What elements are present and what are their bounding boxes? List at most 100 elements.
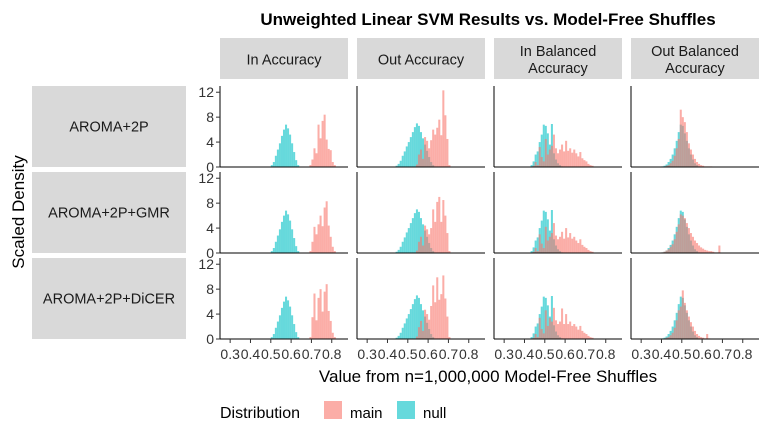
histogram-bar-main <box>430 140 433 167</box>
column-strip-label: In Accuracy <box>247 53 323 69</box>
histogram-bar-main <box>554 320 557 339</box>
histogram-bar-main <box>428 148 431 167</box>
histogram-bar-null <box>291 229 294 253</box>
histogram-bar-main <box>565 314 568 339</box>
histogram-bar-null <box>409 309 412 339</box>
histogram-bar-null <box>407 228 410 253</box>
histogram-bar-main <box>327 225 330 253</box>
histogram-bar-main <box>587 249 590 253</box>
histogram-bar-main <box>663 251 666 253</box>
histogram-bar-main <box>317 297 320 339</box>
histogram-bar-null <box>276 321 279 339</box>
histogram-bar-main <box>563 324 566 339</box>
histogram-bar-main <box>677 224 680 253</box>
histogram-bar-main <box>440 221 443 253</box>
histogram-bar-null <box>293 324 296 339</box>
histogram-bar-main <box>544 310 547 339</box>
histogram-bar-null <box>417 211 420 253</box>
histogram-bar-null <box>285 210 288 253</box>
histogram-bar-null <box>293 238 296 253</box>
histogram-bar-main <box>698 245 701 253</box>
legend-label-null: null <box>423 405 446 422</box>
histogram-bar-main <box>561 231 564 253</box>
histogram-bar-main <box>315 153 318 167</box>
histogram-bar-main <box>693 330 697 339</box>
histogram-bar-null <box>297 165 300 167</box>
histogram-bar-main <box>319 289 322 339</box>
histogram-bar-main <box>567 324 570 339</box>
histogram-bar-null <box>407 142 410 167</box>
histogram-bar-main <box>315 320 318 339</box>
histogram-bar-main <box>446 316 449 339</box>
histogram-bar-main <box>687 228 690 253</box>
histogram-bar-main <box>544 138 547 167</box>
histogram-bar-main <box>430 305 433 339</box>
histogram-bar-main <box>677 138 680 167</box>
histogram-bar-null <box>289 306 292 339</box>
chart-title: Unweighted Linear SVM Results vs. Model-… <box>260 10 715 29</box>
histogram-bar-main <box>438 119 441 167</box>
histogram-bar-main <box>438 196 441 253</box>
histogram-bar-null <box>401 241 404 253</box>
histogram-bar-main <box>552 134 555 167</box>
histogram-bar-main <box>424 309 427 339</box>
column-strip-1: Out Accuracy <box>357 38 485 79</box>
histogram-bar-main <box>419 149 423 167</box>
histogram-bar-main <box>444 115 447 167</box>
histogram-bar-null <box>285 296 288 339</box>
y-tick-label: 0 <box>206 331 214 347</box>
histogram-bar-main <box>571 238 574 253</box>
histogram-bar-null <box>270 251 273 253</box>
histogram-bar-null <box>397 163 400 167</box>
histogram-bar-null <box>415 295 418 339</box>
histogram-bar-main <box>331 332 334 339</box>
histogram-bar-null <box>274 241 277 253</box>
x-tick-label: 0.4 <box>241 346 261 362</box>
histogram-bar-main <box>581 244 584 253</box>
histogram-bar-main <box>685 310 688 339</box>
histogram-bar-main <box>442 90 445 167</box>
row-strip-0: AROMA+2P <box>32 86 186 167</box>
histogram-bar-main <box>702 165 705 167</box>
legend-key-null <box>397 401 415 419</box>
histogram-bar-main <box>309 251 312 253</box>
histogram-bar-main <box>546 154 549 167</box>
histogram-bar-null <box>278 315 281 339</box>
histogram-bar-null <box>532 247 535 253</box>
histogram-bar-null <box>419 218 423 253</box>
histogram-bar-null <box>413 213 416 253</box>
panel-r2-c1 <box>356 258 485 340</box>
histogram-bar-main <box>538 317 541 339</box>
histogram-bar-null <box>422 224 425 253</box>
histogram-bar-main <box>426 140 429 167</box>
panel-r1-c1 <box>356 172 485 254</box>
histogram-bar-null <box>295 332 298 339</box>
y-tick-label: 4 <box>206 220 214 236</box>
histogram-bar-main <box>581 158 584 167</box>
histogram-bar-main <box>693 158 697 167</box>
histogram-bar-main <box>681 290 684 339</box>
histogram-bar-main <box>702 248 705 253</box>
histogram-bar-main <box>329 320 332 339</box>
histogram-bar-main <box>693 240 697 253</box>
histogram-bar-null <box>546 133 549 167</box>
histogram-bar-main <box>444 298 447 339</box>
x-axis-label: Value from n=1,000,000 Model-Free Shuffl… <box>319 367 657 386</box>
histogram-bar-main <box>440 294 443 339</box>
histogram-bar-main <box>681 215 684 253</box>
histogram-bar-null <box>274 155 277 167</box>
histogram-bar-null <box>272 248 275 253</box>
row-strip-label: AROMA+2P <box>69 120 148 136</box>
histogram-bar-main <box>550 233 553 253</box>
histogram-bar-main <box>434 134 437 167</box>
histogram-bar-main <box>532 251 535 253</box>
histogram-bar-null <box>397 249 400 253</box>
x-tick-label: 0.6 <box>418 346 438 362</box>
histogram-bar-main <box>428 319 431 339</box>
histogram-bar-null <box>395 337 398 339</box>
histogram-bar-null <box>291 315 294 339</box>
histogram-bar-main <box>542 333 545 339</box>
histogram-bar-main <box>665 337 668 339</box>
histogram-bar-main <box>559 236 562 253</box>
x-tick-label: 0.6 <box>692 346 712 362</box>
